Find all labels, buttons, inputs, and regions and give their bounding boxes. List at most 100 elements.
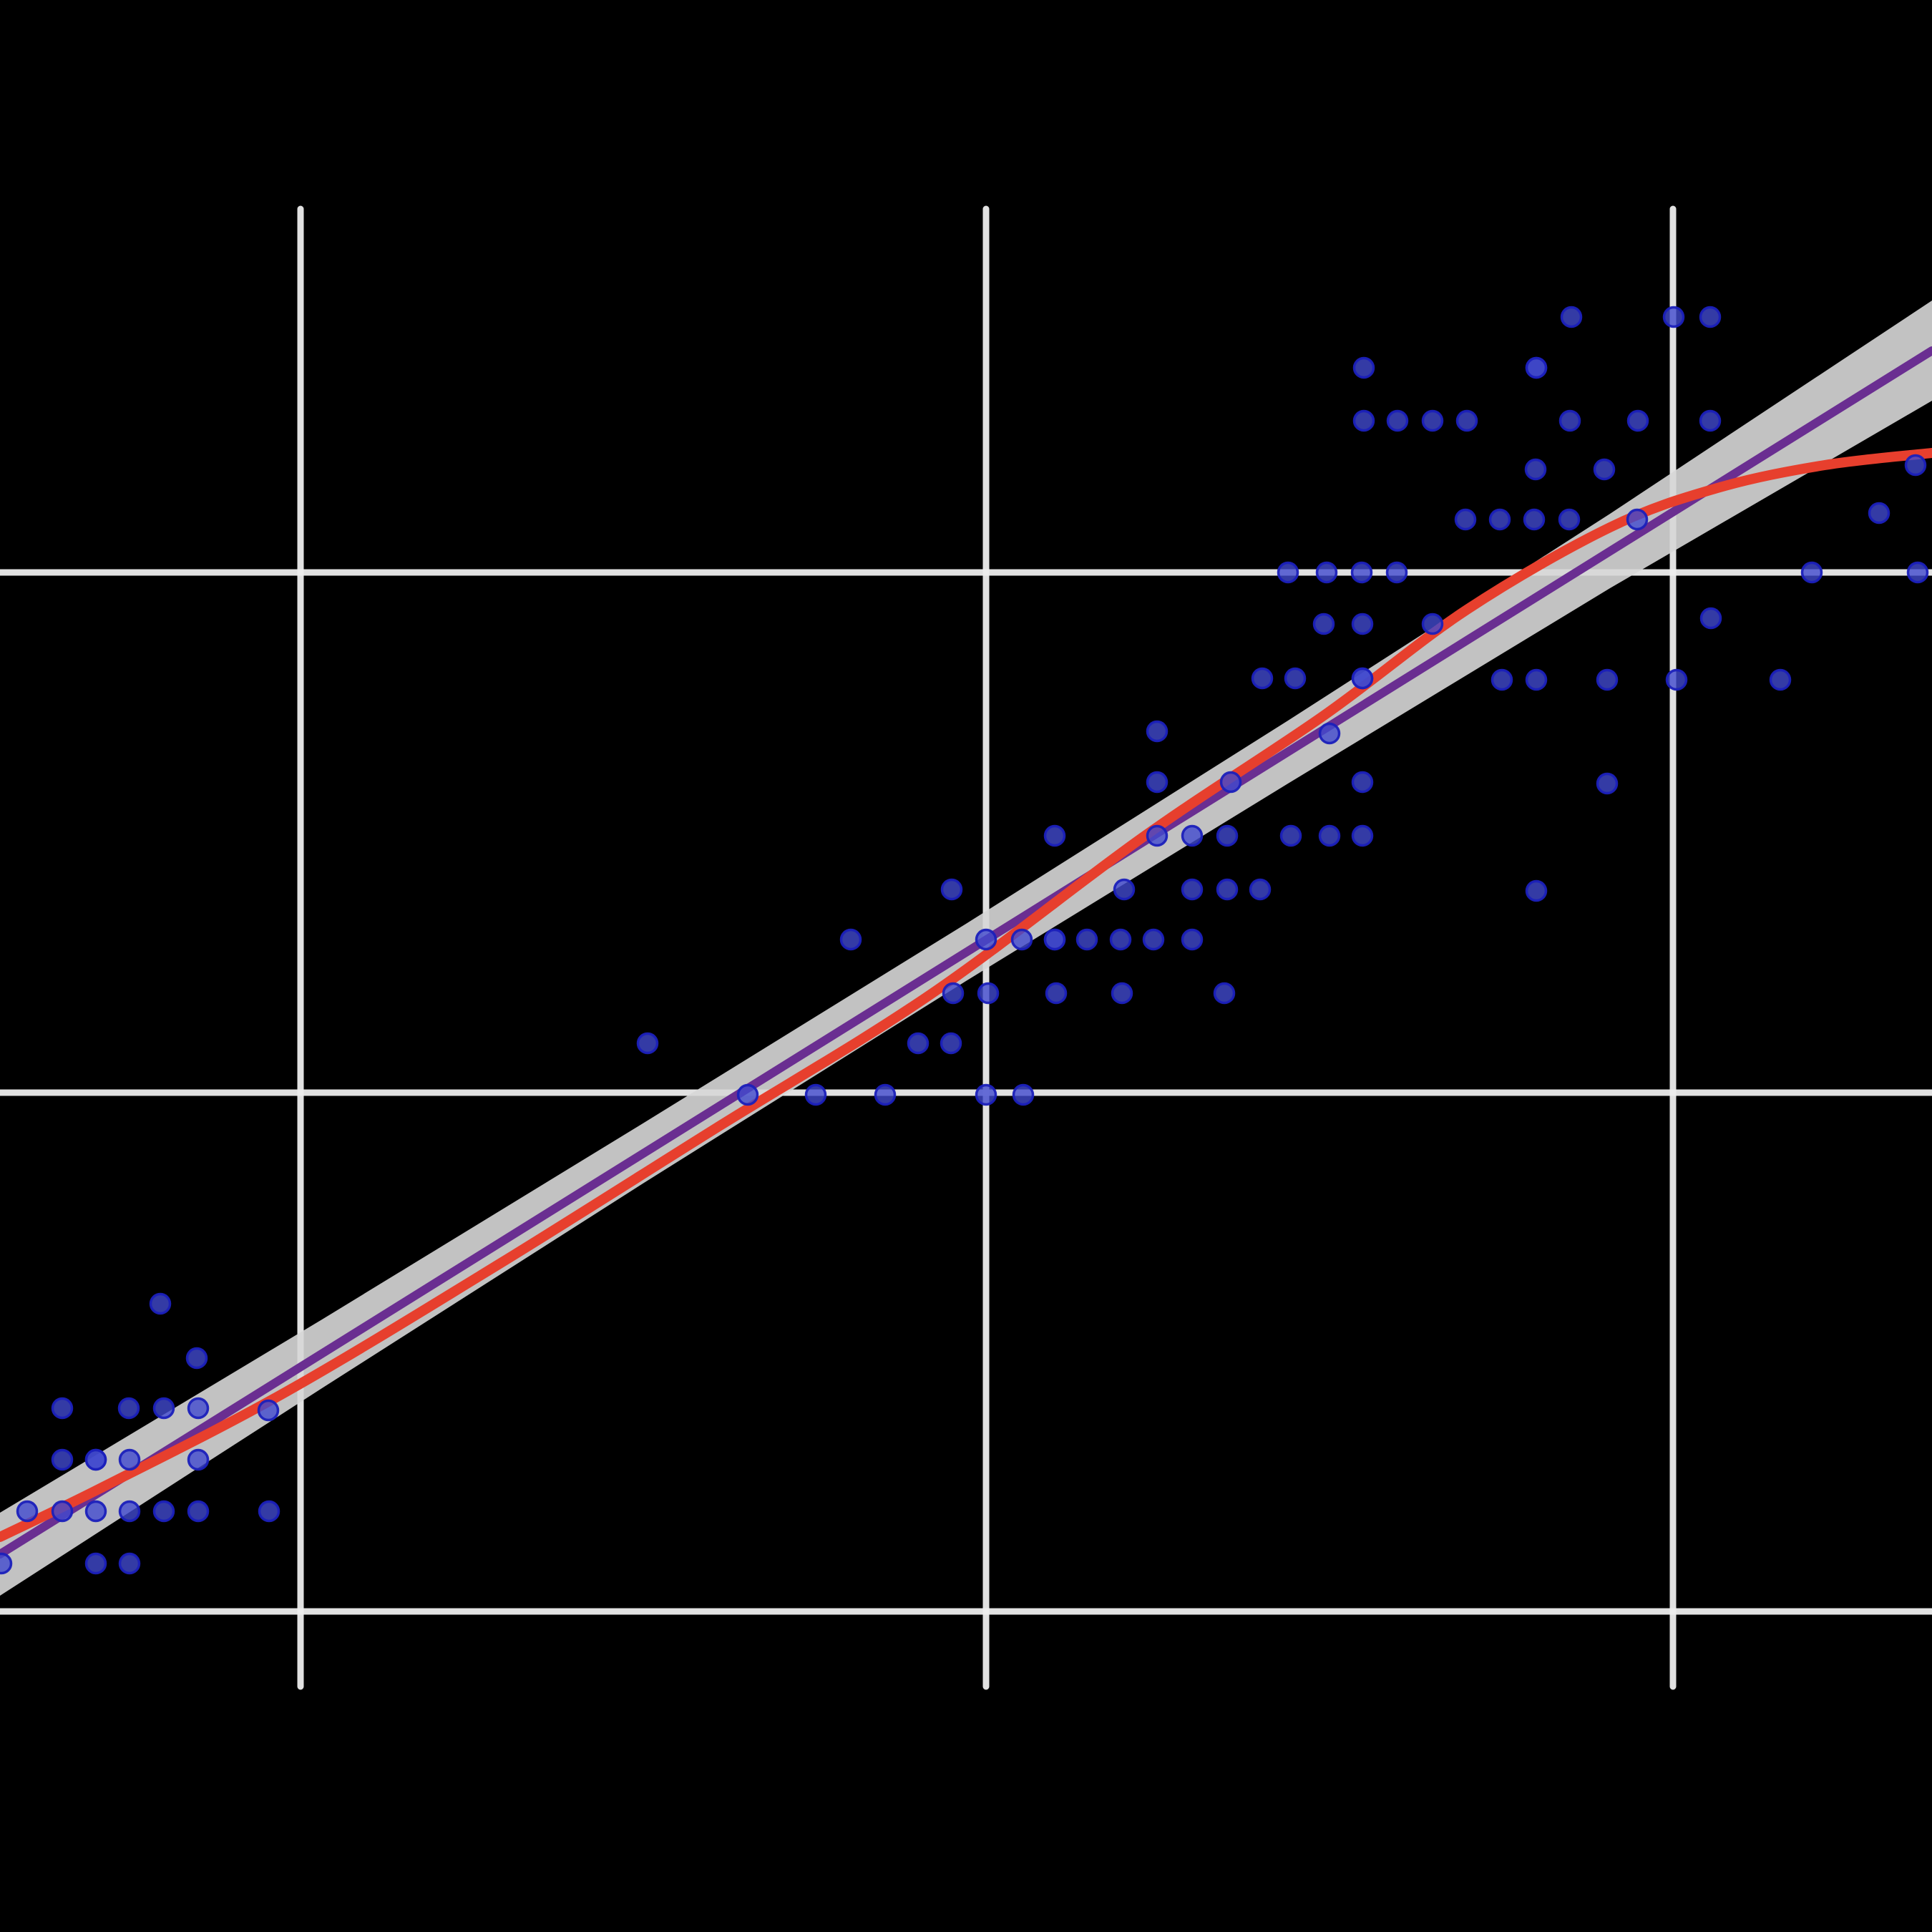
data-point xyxy=(1596,772,1619,795)
data-point xyxy=(1216,824,1239,847)
data-point xyxy=(1111,982,1133,1005)
data-point xyxy=(1351,667,1374,690)
data-point xyxy=(1251,667,1274,690)
data-point xyxy=(1525,879,1548,902)
data-point xyxy=(51,1500,74,1523)
data-point xyxy=(1043,824,1066,847)
data-point xyxy=(1906,561,1929,584)
data-point xyxy=(1386,409,1409,432)
data-point xyxy=(149,1292,172,1315)
data-point xyxy=(1284,667,1307,690)
linear-fit-segment xyxy=(0,346,1932,1558)
data-point xyxy=(1113,878,1136,901)
data-point xyxy=(51,1397,74,1420)
data-point xyxy=(185,1347,208,1370)
data-point xyxy=(1525,668,1548,691)
data-point xyxy=(1385,561,1408,584)
data-point xyxy=(940,878,963,901)
data-point xyxy=(1351,824,1374,847)
data-point xyxy=(118,1552,141,1575)
data-point xyxy=(1181,878,1204,901)
data-point xyxy=(636,1032,659,1055)
data-point xyxy=(977,982,1000,1005)
data-point xyxy=(1454,508,1477,531)
data-point xyxy=(1626,508,1649,531)
data-point xyxy=(907,1032,930,1055)
data-point xyxy=(1699,306,1722,328)
data-point xyxy=(84,1448,107,1471)
data-point xyxy=(118,1448,141,1471)
linear-fit-line xyxy=(0,346,1932,1558)
data-point xyxy=(1279,824,1302,847)
data-point xyxy=(1524,458,1547,481)
data-point xyxy=(1351,771,1374,794)
data-point xyxy=(1593,458,1616,481)
data-point xyxy=(117,1397,140,1420)
data-point xyxy=(1318,722,1341,745)
data-point xyxy=(1146,824,1169,847)
data-point xyxy=(1010,928,1033,951)
data-point xyxy=(1488,508,1511,531)
data-point xyxy=(1699,409,1722,432)
data-point xyxy=(1181,824,1204,847)
data-point xyxy=(0,1552,13,1575)
data-point xyxy=(1665,668,1688,691)
data-point xyxy=(152,1500,175,1523)
data-point xyxy=(1043,928,1066,951)
data-point xyxy=(874,1083,897,1106)
data-point xyxy=(1800,561,1823,584)
data-point xyxy=(1277,561,1299,584)
data-points xyxy=(0,306,1929,1575)
data-point xyxy=(940,1032,962,1055)
data-point xyxy=(1525,356,1548,379)
loess-fit-path xyxy=(0,448,1932,1542)
data-point xyxy=(1213,982,1236,1005)
data-point xyxy=(1146,771,1169,794)
data-point xyxy=(1769,668,1792,691)
data-point xyxy=(1351,613,1374,635)
data-point xyxy=(187,1500,210,1523)
data-point xyxy=(975,928,997,951)
data-point xyxy=(975,1083,997,1106)
data-point xyxy=(1596,668,1619,691)
data-point xyxy=(1558,409,1581,432)
data-point xyxy=(1523,508,1546,531)
data-point xyxy=(152,1397,175,1420)
data-point xyxy=(257,1399,280,1422)
data-point xyxy=(51,1448,74,1471)
data-point xyxy=(187,1448,210,1471)
data-point xyxy=(16,1500,39,1523)
data-point xyxy=(1558,508,1581,531)
data-point xyxy=(1181,928,1204,951)
data-point xyxy=(1560,306,1583,328)
data-point xyxy=(942,982,965,1005)
data-point xyxy=(1455,409,1478,432)
data-point xyxy=(1491,668,1513,691)
data-point xyxy=(1350,561,1373,584)
data-point xyxy=(1075,928,1098,951)
data-point xyxy=(84,1500,107,1523)
data-point xyxy=(118,1500,141,1523)
data-point xyxy=(1219,771,1242,794)
data-point xyxy=(839,928,862,951)
data-point xyxy=(1249,878,1272,901)
data-point xyxy=(1012,1083,1035,1106)
data-point xyxy=(1904,454,1927,477)
data-point xyxy=(1315,561,1338,584)
gridlines xyxy=(0,205,1932,1690)
data-point xyxy=(258,1500,280,1523)
data-point xyxy=(804,1083,827,1106)
data-point xyxy=(1699,607,1722,630)
data-point xyxy=(1312,613,1335,635)
loess-fit-line xyxy=(0,448,1932,1542)
data-point xyxy=(1216,878,1239,901)
data-point xyxy=(1318,824,1341,847)
data-point xyxy=(1142,928,1165,951)
data-point xyxy=(1626,409,1649,432)
data-point xyxy=(187,1397,210,1420)
data-point xyxy=(1045,982,1068,1005)
data-point xyxy=(1352,356,1375,379)
data-point xyxy=(1109,928,1132,951)
data-point xyxy=(1421,409,1444,432)
